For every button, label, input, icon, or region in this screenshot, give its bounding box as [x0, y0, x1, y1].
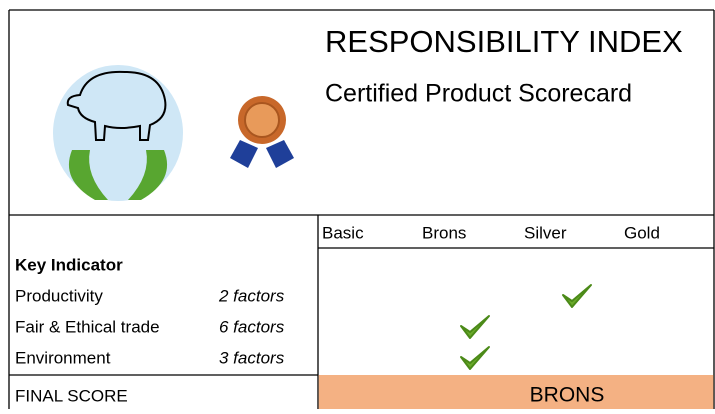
indicator-factors: 3 factors	[219, 348, 285, 367]
check	[460, 315, 490, 339]
table-heading: Key Indicator	[15, 255, 123, 274]
logo	[53, 65, 183, 201]
indicator-factors: 6 factors	[219, 317, 285, 336]
subtitle: Certified Product Scorecard	[325, 80, 632, 108]
check	[562, 284, 592, 308]
indicator-label: Environment	[15, 348, 111, 367]
indicator-label: Productivity	[15, 286, 103, 305]
level-header: Brons	[422, 223, 466, 242]
medal	[230, 96, 294, 168]
title: RESPONSIBILITY INDEX	[325, 24, 683, 59]
level-header: Silver	[524, 223, 567, 242]
final-label: FINAL SCORE	[15, 386, 128, 405]
final-value: BRONS	[530, 384, 605, 407]
level-header: Gold	[624, 223, 660, 242]
frame	[8, 9, 715, 409]
final-fill	[318, 375, 714, 409]
indicator-label: Fair & Ethical trade	[15, 317, 160, 336]
check	[460, 346, 490, 370]
indicator-factors: 2 factors	[218, 286, 285, 305]
level-header: Basic	[322, 223, 364, 242]
